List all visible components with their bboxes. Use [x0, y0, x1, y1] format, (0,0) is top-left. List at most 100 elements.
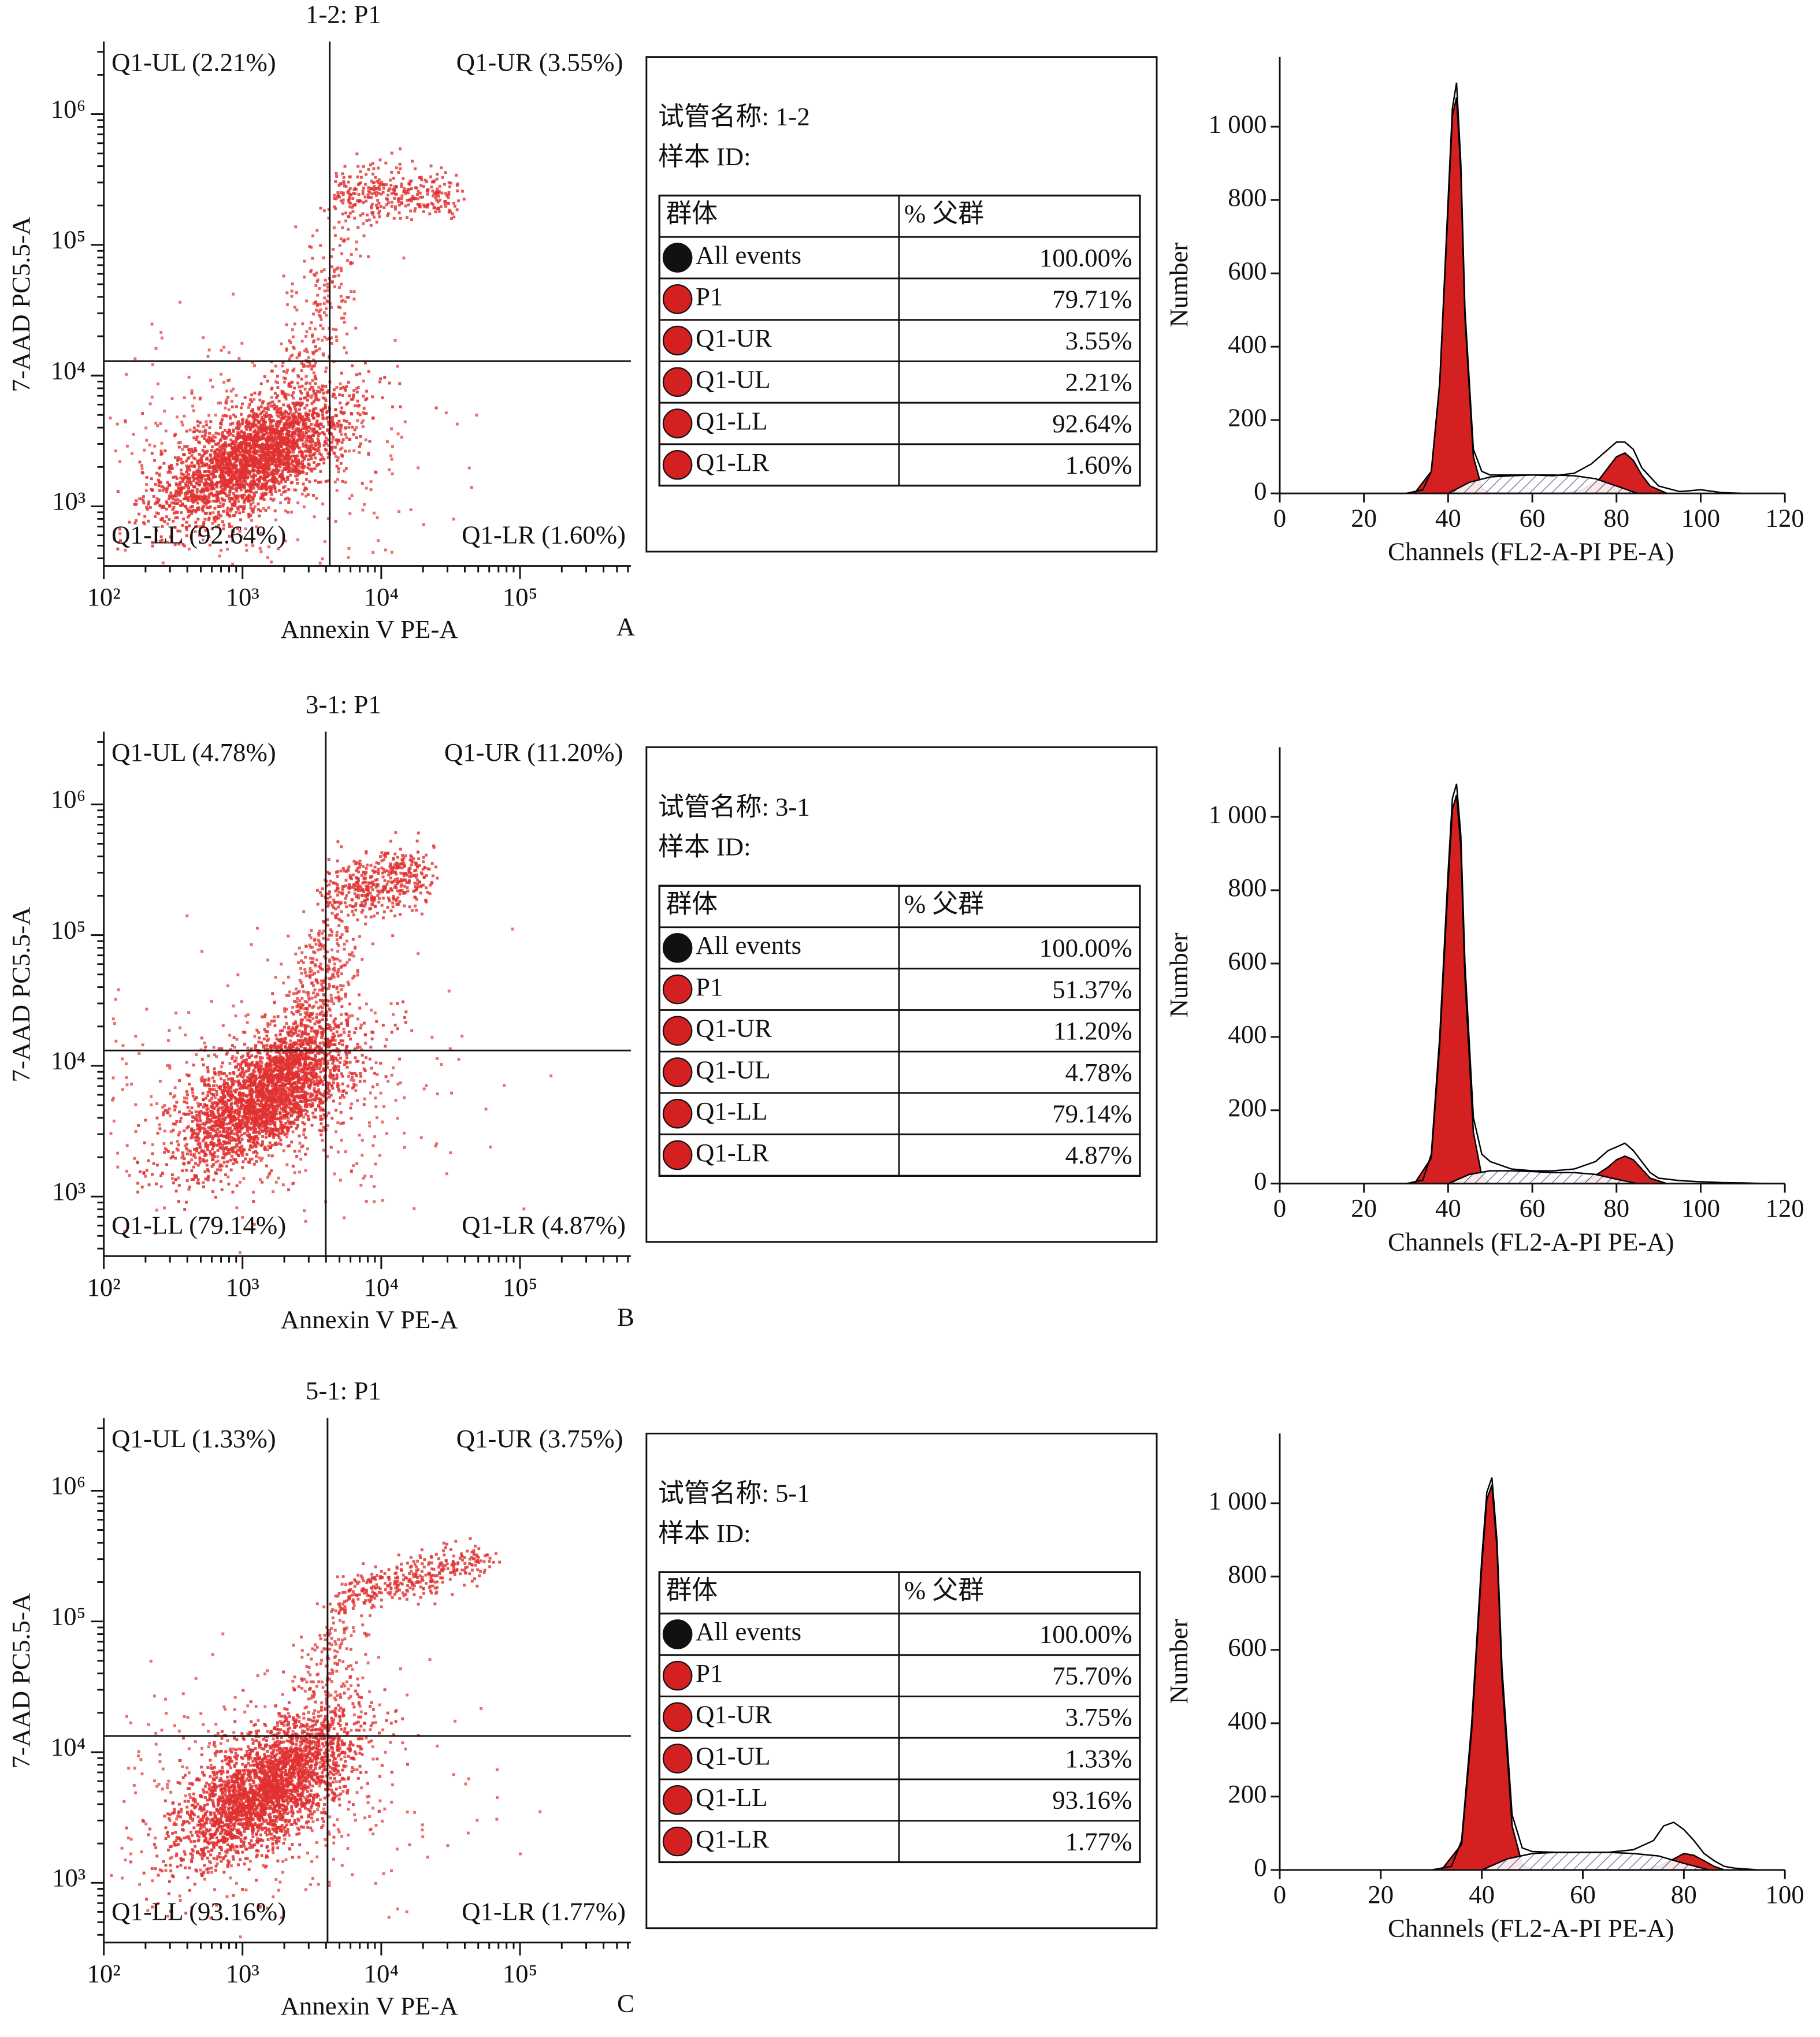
event-dot [302, 444, 305, 448]
event-dot [201, 448, 205, 452]
event-dot [377, 181, 380, 184]
event-dot [338, 286, 341, 289]
event-dot [225, 485, 229, 488]
event-dot [329, 306, 333, 309]
event-dot [173, 434, 176, 437]
event-dot [263, 478, 266, 482]
event-dot [252, 422, 255, 426]
event-dot [232, 514, 235, 518]
event-dot [322, 1092, 326, 1096]
event-dot [348, 211, 352, 215]
event-dot [336, 442, 339, 445]
x-tick-label: 120 [1766, 503, 1804, 532]
event-dot [291, 419, 295, 422]
event-dot [272, 430, 275, 434]
event-dot [347, 295, 350, 299]
event-dot [390, 458, 393, 461]
event-dot [168, 518, 171, 521]
event-dot [393, 339, 397, 342]
event-dot [173, 1105, 176, 1108]
event-dot [285, 428, 288, 432]
event-dot [344, 467, 348, 470]
event-dot [294, 1031, 298, 1034]
event-dot [235, 1153, 239, 1155]
event-dot [225, 469, 229, 473]
event-dot [243, 507, 246, 511]
event-dot [237, 422, 240, 426]
event-dot [313, 467, 317, 470]
event-dot [183, 396, 186, 400]
event-dot [264, 463, 268, 467]
event-dot [250, 479, 254, 483]
event-dot [211, 511, 215, 515]
event-dot [314, 444, 317, 447]
event-dot [264, 438, 268, 441]
event-dot [435, 198, 439, 202]
population-name: P1 [696, 282, 723, 311]
event-dot [312, 1064, 315, 1068]
event-dot [230, 1080, 233, 1083]
event-dot [422, 523, 425, 526]
event-dot [275, 1037, 278, 1040]
event-dot [262, 464, 266, 467]
event-dot [439, 205, 443, 209]
event-dot [381, 396, 384, 400]
event-dot [324, 399, 328, 403]
event-dot [239, 478, 243, 482]
event-dot [231, 529, 234, 533]
event-dot [195, 494, 198, 497]
event-dot [231, 452, 235, 455]
event-dot [272, 1136, 276, 1139]
event-dot [216, 517, 218, 521]
event-dot [273, 1106, 277, 1109]
event-dot [271, 424, 274, 428]
event-dot [273, 392, 277, 395]
event-dot [210, 488, 213, 491]
event-dot [378, 210, 381, 213]
event-dot [201, 538, 205, 542]
event-dot [293, 386, 296, 390]
event-dot [330, 342, 333, 345]
event-dot [309, 382, 312, 385]
event-dot [257, 460, 260, 463]
event-dot [248, 426, 251, 429]
event-dot [298, 385, 301, 389]
event-dot [311, 410, 315, 414]
event-dot [375, 194, 378, 197]
event-dot [310, 385, 313, 389]
event-dot [235, 438, 237, 442]
event-dot [421, 195, 424, 199]
event-dot [315, 421, 318, 425]
event-dot [330, 423, 334, 426]
event-dot [362, 1103, 366, 1106]
event-dot [294, 443, 298, 447]
event-dot [257, 454, 261, 457]
event-dot [390, 192, 393, 195]
event-dot [322, 392, 325, 395]
event-dot [296, 374, 300, 377]
event-dot [281, 458, 284, 462]
event-dot [225, 398, 228, 402]
event-dot [259, 466, 263, 470]
event-dot [369, 488, 373, 492]
event-dot [228, 497, 231, 500]
event-dot [370, 211, 374, 214]
event-dot [311, 1077, 314, 1080]
event-dot [232, 1036, 236, 1039]
event-dot [199, 525, 202, 529]
event-dot [330, 420, 333, 423]
event-dot [239, 1149, 242, 1153]
event-dot [284, 460, 287, 463]
event-dot [246, 476, 250, 479]
event-dot [277, 1087, 280, 1091]
event-dot [240, 481, 243, 485]
event-dot [365, 219, 369, 222]
event-dot [294, 455, 297, 458]
event-dot [220, 488, 224, 491]
event-dot [339, 430, 342, 433]
event-dot [210, 457, 213, 460]
event-dot [317, 1062, 320, 1066]
event-dot [216, 492, 220, 496]
event-dot [184, 505, 188, 508]
event-dot [282, 461, 285, 464]
